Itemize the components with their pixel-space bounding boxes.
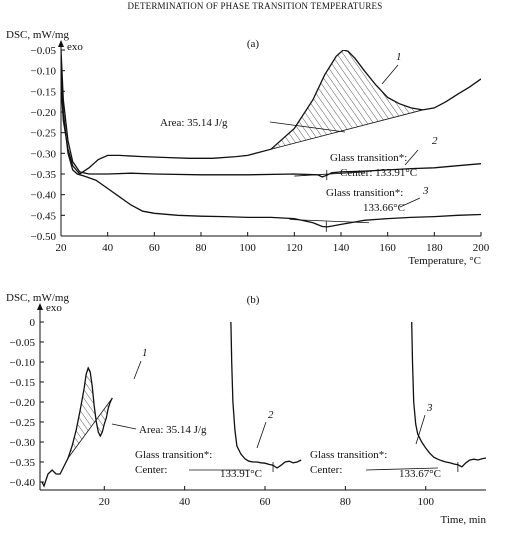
x-tick-label: 100 — [239, 242, 256, 254]
chart-a-gt3-title: Glass transition*: — [326, 187, 403, 199]
y-tick-label: −0.20 — [31, 107, 57, 119]
chart-b-gt3-leader — [365, 467, 439, 471]
chart-b-ylabel: DSC, mW/mg — [6, 292, 69, 304]
chart-a-series-1-label: 1 — [396, 51, 402, 63]
chart-b-gt2-title: Glass transition*: — [135, 449, 212, 461]
x-tick-label: 40 — [102, 242, 114, 254]
chart-a-gt3-value: 133.66°C — [363, 202, 405, 214]
x-tick-label: 60 — [260, 496, 272, 508]
chart-b-gt3-title: Glass transition*: — [310, 449, 387, 461]
x-tick-label: 200 — [473, 242, 490, 254]
chart-b-gt3-center: Center: — [310, 464, 342, 476]
chart-b-gt2-center: Center: — [135, 464, 167, 476]
series-3-line — [411, 322, 486, 468]
chart-a-area-annotation: Area: 35.14 J/g — [160, 117, 228, 129]
chart-b: DSC, mW/mg (b) exo 0 −0.05 −0.10 −0.15 −0.20… — [6, 292, 486, 526]
chart-b-series-3-label: 3 — [426, 402, 433, 414]
chart-a-exo-label: exo — [67, 41, 83, 53]
chart-a-area-hatch — [271, 50, 423, 150]
x-tick-label: 140 — [333, 242, 350, 254]
chart-b-area-hatch — [68, 368, 113, 458]
chart-b-series-2-label: 2 — [268, 409, 274, 421]
series-2-line — [230, 322, 302, 469]
y-tick-label: −0.50 — [31, 231, 57, 243]
chart-a-series-1-leader — [381, 64, 399, 85]
y-tick-label: −0.15 — [31, 86, 57, 98]
y-tick-label: −0.40 — [31, 190, 57, 202]
chart-b-series-2-leader — [256, 421, 267, 449]
y-tick-label: −0.25 — [10, 417, 36, 429]
chart-b-series-3-leader — [415, 414, 426, 445]
chart-a-gt2-tangent — [294, 171, 365, 177]
chart-a-peak-baseline — [270, 109, 423, 150]
y-tick-label: 0 — [30, 317, 36, 329]
chart-b-exo-label: exo — [46, 302, 62, 314]
series-2-line — [61, 50, 481, 178]
chart-b-exo-arrow-icon — [37, 303, 43, 310]
x-tick-label: 20 — [56, 242, 68, 254]
series-3-line — [61, 58, 481, 228]
chart-a-gt3-tangent — [289, 219, 370, 224]
x-tick-label: 60 — [149, 242, 161, 254]
page-header: DETERMINATION OF PHASE TRANSITION TEMPER… — [128, 1, 383, 11]
x-tick-label: 40 — [179, 496, 191, 508]
chart-b-gt3-value: 133.67°C — [399, 468, 441, 480]
y-tick-label: −0.30 — [31, 148, 57, 160]
chart-b-series-1-leader — [133, 360, 142, 380]
chart-a-exo-arrow-icon — [58, 40, 64, 47]
chart-b-xlabel: Time, min — [441, 514, 487, 526]
x-tick-label: 80 — [340, 496, 352, 508]
y-tick-label: −0.10 — [10, 357, 36, 369]
x-tick-label: 100 — [417, 496, 434, 508]
series-1-line — [61, 50, 481, 175]
chart-a-area-leader — [269, 121, 346, 133]
y-tick-label: −0.40 — [10, 477, 36, 489]
chart-a-gt2-title: Glass transition*: — [330, 152, 407, 164]
y-tick-label: −0.30 — [10, 437, 36, 449]
y-tick-label: −0.35 — [10, 457, 36, 469]
series-1-line — [41, 366, 113, 488]
chart-a-panel-label: (a) — [247, 38, 260, 50]
y-tick-label: −0.05 — [31, 45, 57, 57]
x-tick-label: 120 — [286, 242, 303, 254]
chart-a-series-3-leader — [399, 197, 421, 208]
chart-b-panel-label: (b) — [247, 294, 260, 306]
chart-b-peak-baseline — [67, 397, 113, 459]
y-tick-label: −0.20 — [10, 397, 36, 409]
chart-a-series-2-label: 2 — [432, 135, 438, 147]
chart-a-ylabel: DSC, mW/mg — [6, 29, 69, 41]
y-tick-label: −0.25 — [31, 128, 57, 140]
chart-a-series-3-label: 3 — [422, 185, 429, 197]
y-tick-label: −0.10 — [31, 66, 57, 78]
chart-b-area-annotation: Area: 35.14 J/g — [139, 424, 207, 436]
chart-b-x-ticks: 20 40 60 80 100 — [99, 486, 434, 508]
chart-a-series-2-leader — [404, 149, 419, 166]
y-tick-label: −0.15 — [10, 377, 36, 389]
y-tick-label: −0.35 — [31, 169, 57, 181]
x-tick-label: 80 — [196, 242, 208, 254]
y-tick-label: −0.05 — [10, 337, 36, 349]
chart-a-y-ticks: −0.05 −0.10 −0.15 −0.20 −0.25 −0.30 −0.35 −0.40… — [31, 45, 65, 243]
chart-b-series-1-label: 1 — [142, 347, 148, 359]
chart-b-gt2-value: 133.91°C — [220, 468, 262, 480]
x-tick-label: 160 — [379, 242, 396, 254]
chart-a: DSC, mW/mg (a) exo −0.05−0.10−0.15−0.20−… — [6, 29, 490, 267]
y-tick-label: −0.45 — [31, 210, 57, 222]
x-tick-label: 180 — [426, 242, 443, 254]
chart-a-x-ticks: 20 40 60 80 100 120 140 160 180 200 — [56, 232, 490, 254]
x-tick-label: 20 — [99, 496, 111, 508]
chart-b-y-ticks: 0 −0.05 −0.10 −0.15 −0.20 −0.25 −0.30 −0.35 −0.4… — [10, 317, 44, 489]
chart-a-xlabel: Temperature, °C — [408, 255, 481, 267]
chart-a-gt2-value: Center: 133.91°C — [340, 167, 417, 179]
chart-b-area-leader — [111, 423, 137, 430]
